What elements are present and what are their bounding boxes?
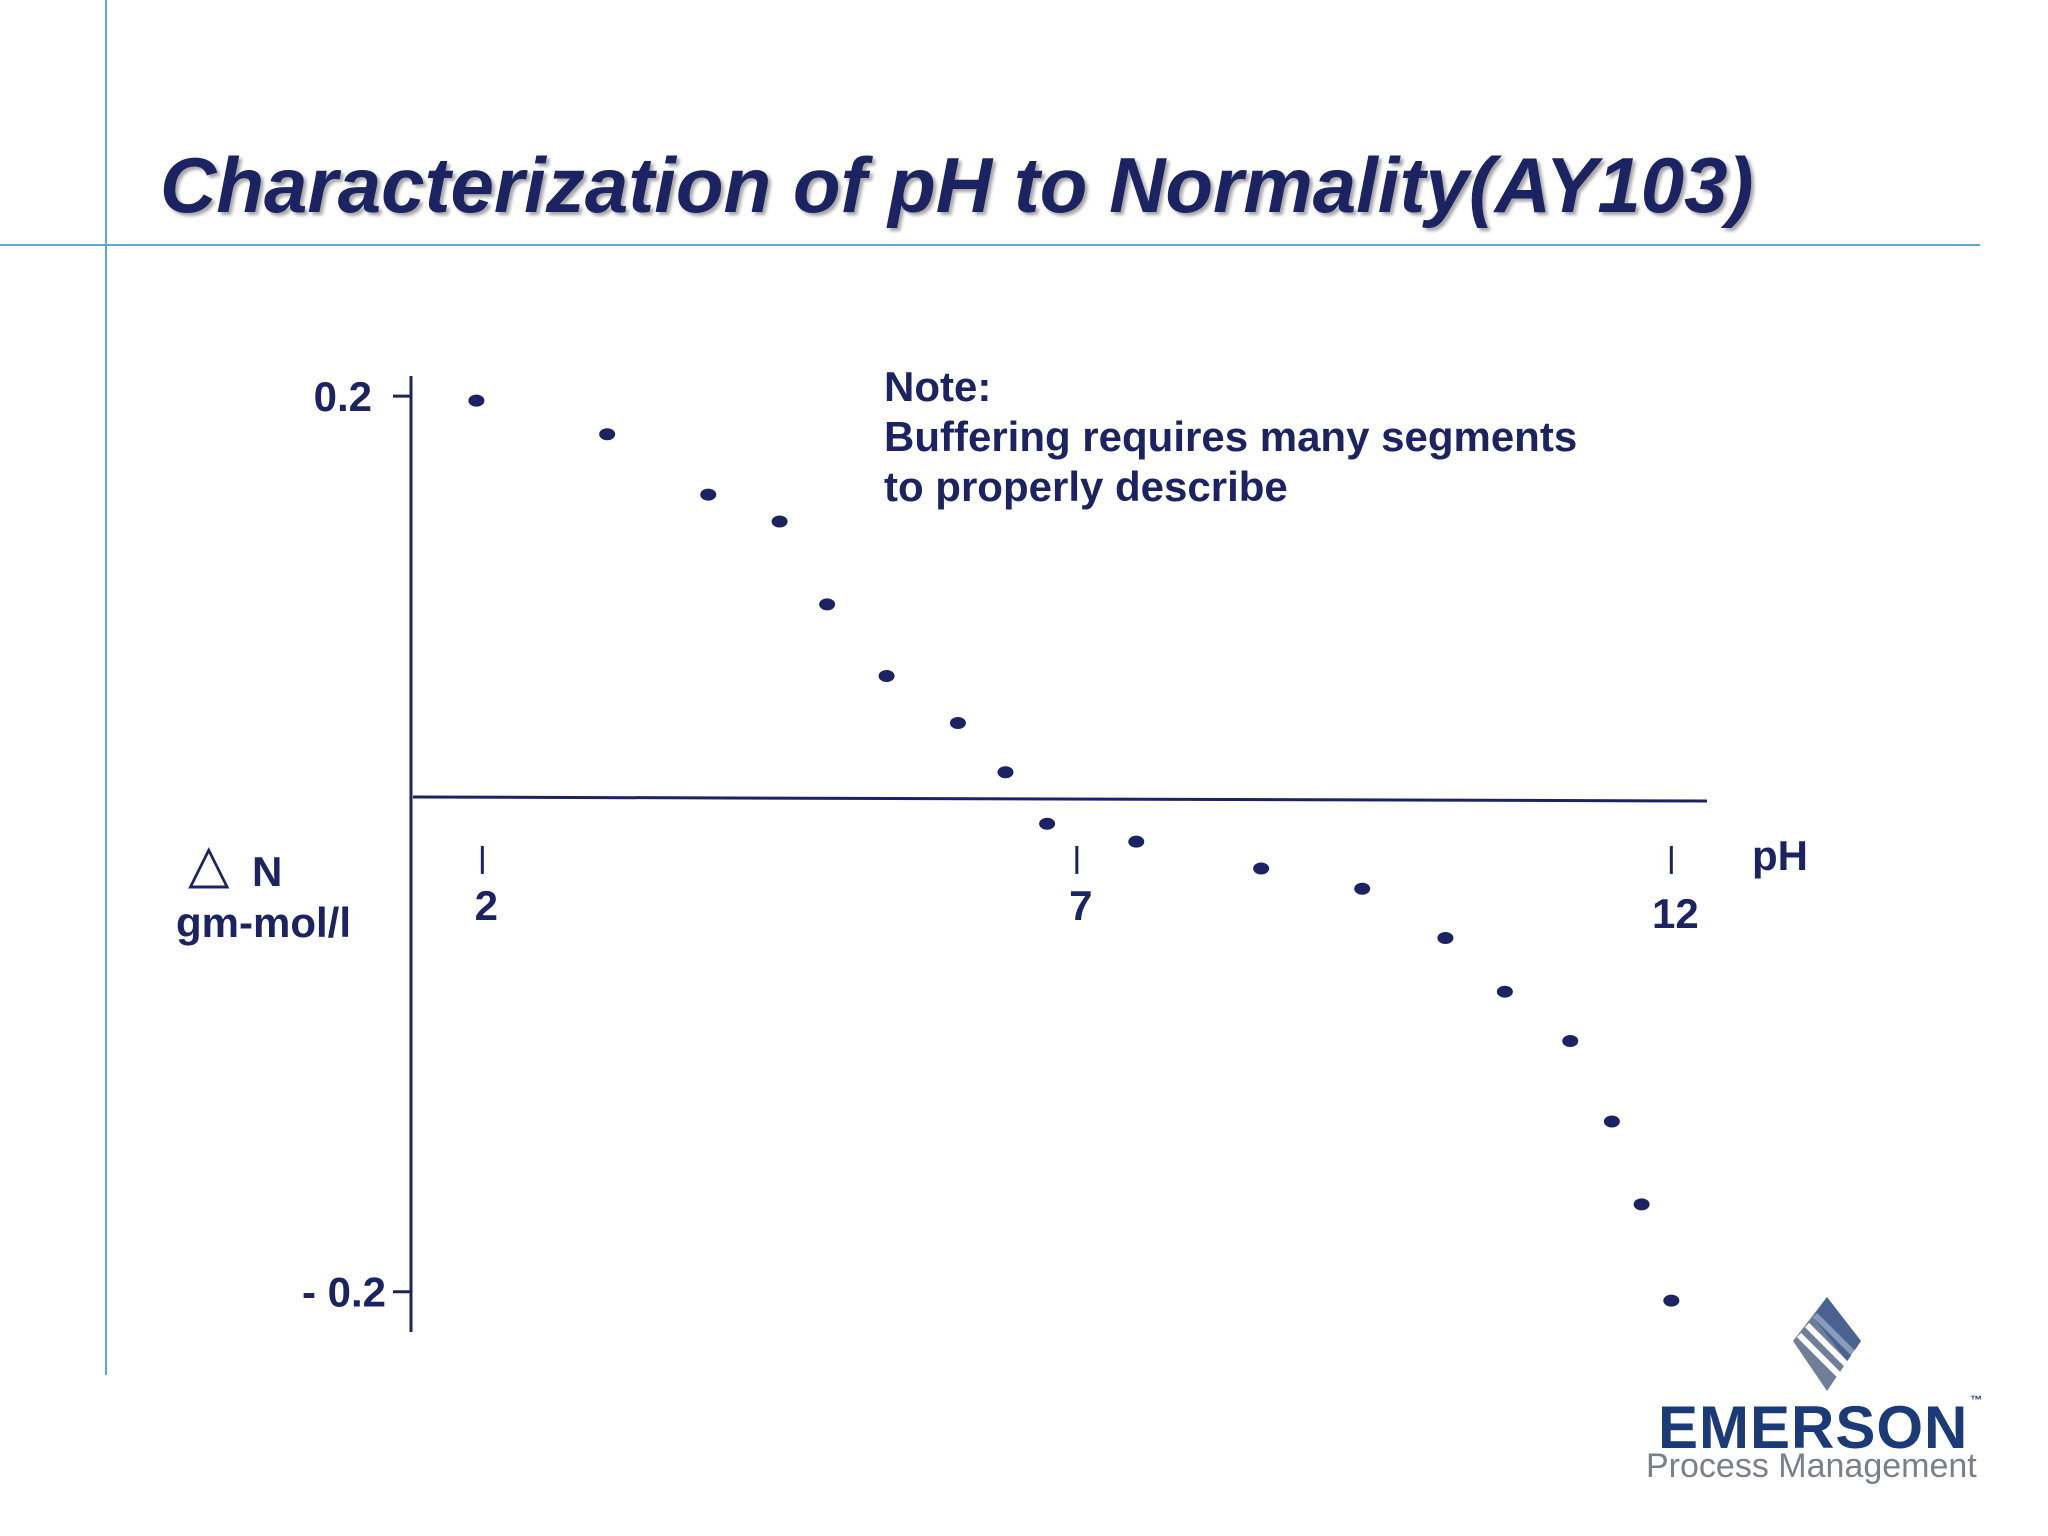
data-point-5 [819, 598, 836, 611]
slide-title: Characterization of pH to Normality(AY10… [160, 141, 1754, 229]
data-point-4 [771, 515, 788, 528]
axis-ticks [393, 394, 1673, 1294]
data-point-6 [878, 670, 895, 683]
x-tick-label-7: 7 [1069, 882, 1092, 929]
data-point-15 [1562, 1034, 1579, 1047]
data-point-3 [700, 488, 717, 501]
data-point-16 [1603, 1115, 1620, 1128]
data-point-18 [1663, 1294, 1680, 1307]
brand-name: EMERSON [1658, 1394, 1969, 1461]
x-axis-title: pH [1752, 832, 1808, 879]
note-line-1: Buffering requires many segments [884, 413, 1578, 460]
data-points [468, 394, 1680, 1307]
x-tick-label-2: 2 [475, 882, 498, 929]
brand-subtitle: Process Management [1646, 1447, 1977, 1485]
brand-trademark: ™ [1970, 1393, 1984, 1407]
axis-labels: 2 7 12 0.2 - 0.2 pH [302, 373, 1808, 1316]
emerson-wordmark: EMERSON ™ [1658, 1393, 1983, 1462]
data-point-7 [949, 717, 966, 730]
y-axis-title-unit: gm-mol/l [176, 899, 351, 946]
y-tick-label-0: 0.2 [314, 373, 372, 420]
y-axis-title-n: N [252, 848, 282, 895]
emerson-logo: EMERSON ™ Process Management [1640, 1295, 2000, 1495]
data-point-13 [1437, 931, 1454, 944]
data-point-11 [1253, 862, 1270, 875]
delta-symbol: △ [188, 832, 230, 895]
data-point-12 [1354, 882, 1371, 895]
data-point-17 [1633, 1198, 1650, 1211]
decorative-vertical-rule [105, 0, 107, 1375]
note-heading: Note: [884, 363, 992, 410]
emerson-diamond-icon [1793, 1297, 1861, 1391]
data-point-10 [1128, 835, 1145, 848]
data-point-8 [997, 766, 1014, 779]
y-tick-label-1: - 0.2 [302, 1269, 386, 1316]
data-point-2 [599, 428, 616, 441]
data-point-9 [1039, 817, 1056, 830]
chart-note: Note: Buffering requires many segments t… [884, 362, 1577, 512]
data-point-14 [1496, 985, 1513, 998]
x-tick-label-12: 12 [1652, 890, 1699, 937]
x-axis [412, 795, 1708, 803]
note-line-2: to properly describe [884, 463, 1288, 510]
decorative-horizontal-rule [0, 244, 1980, 246]
y-axis-title: △ N gm-mol/l [176, 832, 351, 946]
data-point-1 [468, 394, 485, 407]
